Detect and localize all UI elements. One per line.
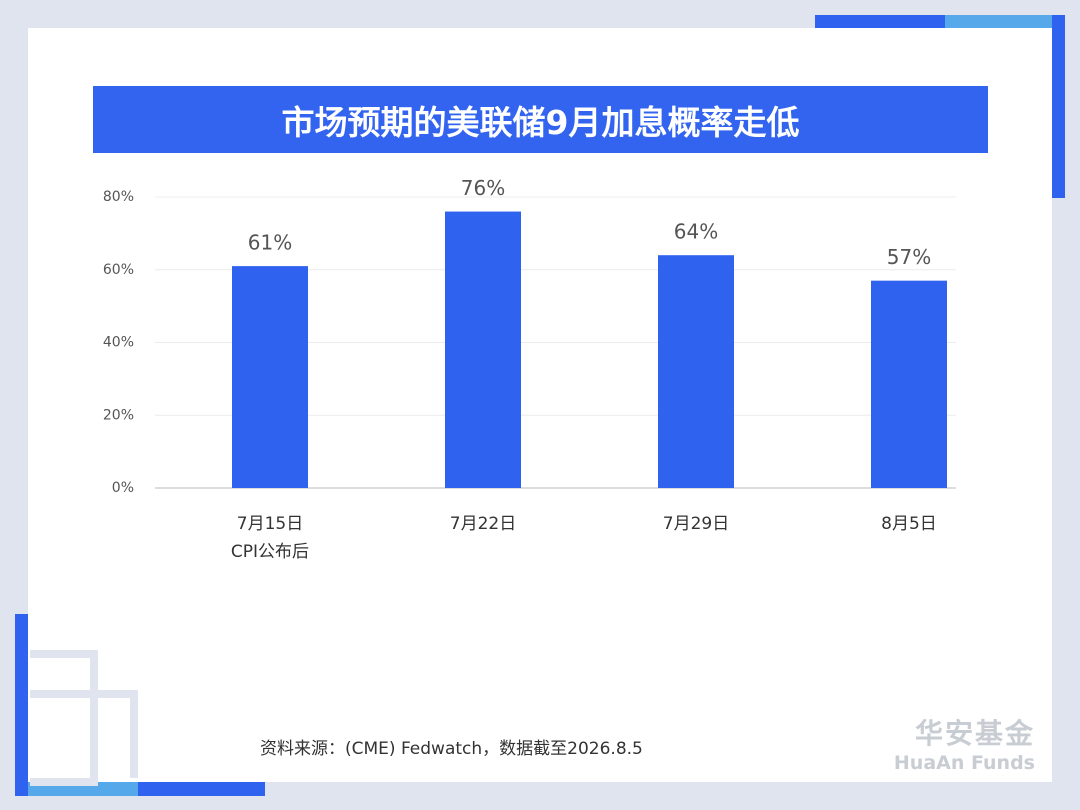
value-label: 76% (461, 176, 505, 200)
bar (445, 211, 521, 489)
y-tick-label: 40% (103, 335, 134, 351)
logo: 华安基金 HuaAn Funds (880, 712, 1035, 774)
y-tick-label: 60% (103, 262, 134, 278)
decor (945, 15, 1052, 28)
logo-en: HuaAn Funds (893, 752, 1035, 774)
x-tick-label: 7月22日 (449, 514, 517, 534)
chart-title: 市场预期的美联储9月加息概率走低 (93, 86, 988, 153)
decor (815, 15, 945, 28)
bar (871, 280, 947, 488)
decor (1052, 15, 1065, 198)
value-label: 64% (674, 220, 718, 244)
value-label: 57% (887, 245, 931, 269)
bar (658, 255, 734, 488)
x-tick-label: 7月29日 (662, 514, 730, 534)
y-tick-label: 0% (112, 480, 134, 496)
bar (232, 266, 308, 488)
logo-cn: 华安基金 (914, 717, 1035, 750)
x-tick-label: 7月15日 CPI公布后 (230, 514, 310, 562)
x-tick-label: 8月5日 (881, 514, 937, 534)
y-tick-label: 80% (103, 189, 134, 205)
decor (30, 650, 98, 786)
decor (15, 614, 28, 796)
source-note: 资料来源：(CME) Fedwatch，数据截至2026.8.5 (260, 739, 643, 759)
value-label: 61% (248, 231, 292, 255)
y-tick-label: 20% (103, 407, 134, 423)
decor (30, 690, 138, 778)
